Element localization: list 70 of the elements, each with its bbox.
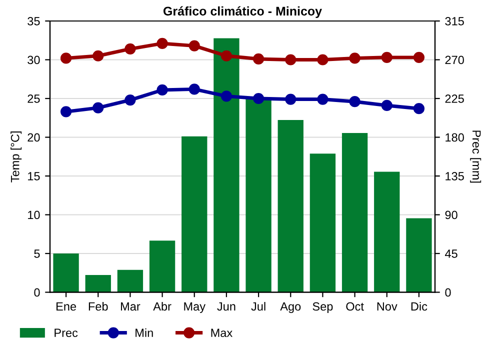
point [92, 50, 104, 62]
y2-tick-label: 225 [445, 94, 464, 103]
y2-tick-label: 135 [446, 172, 464, 180]
point [124, 43, 136, 54]
point [413, 103, 425, 114]
x-tick-label: Abr [153, 302, 172, 311]
bar [182, 136, 208, 292]
x-tick-label: Jun [217, 302, 236, 311]
bar [310, 154, 336, 292]
point [156, 38, 168, 50]
y-tick-label: 30 [28, 56, 40, 64]
y2-tick-label: 180 [446, 133, 464, 142]
legend-label: Prec [54, 328, 78, 338]
y-tick-label: 5 [34, 250, 40, 258]
point [60, 106, 72, 118]
point [252, 53, 264, 65]
point [285, 54, 296, 66]
x-tick-label: Sep [312, 302, 333, 313]
y-tick-label: 35 [28, 17, 40, 26]
x-tick-label: Oct [346, 302, 364, 311]
bar [374, 172, 400, 292]
point [220, 90, 232, 102]
bar [85, 275, 111, 292]
point [124, 94, 136, 106]
point [349, 52, 360, 64]
x-tick-label: Jul [251, 302, 266, 311]
bar [117, 270, 144, 292]
point [381, 100, 392, 112]
point [349, 96, 360, 108]
point [156, 84, 168, 96]
y2-tick-label: 315 [445, 17, 464, 26]
x-tick-label: Mar [121, 302, 140, 311]
y2-tick-label: 0 [445, 288, 451, 297]
bar [278, 120, 304, 292]
y-axis-title: Temp [°C] [10, 131, 22, 182]
point [413, 52, 425, 63]
bar [342, 132, 368, 292]
x-tick-label: Nov [377, 302, 398, 311]
y2-tick-label: 90 [445, 210, 458, 220]
y-tick-label: 20 [28, 133, 40, 142]
y2-tick-label: 270 [445, 56, 464, 64]
y-tick-label: 10 [28, 210, 40, 220]
x-tick-label: Feb [88, 302, 108, 311]
bar [214, 38, 240, 292]
point [317, 54, 328, 66]
point [317, 94, 328, 105]
point [188, 40, 200, 52]
bar [149, 240, 176, 292]
bar [406, 218, 432, 292]
point [285, 94, 296, 105]
point [92, 102, 104, 114]
y-tick-label: 15 [28, 172, 40, 180]
bar [53, 254, 79, 292]
point [381, 52, 392, 63]
legend-label: Min [136, 328, 153, 337]
x-tick-label: May [184, 302, 206, 313]
chart-title: Gráfico climático - Minicoy [163, 6, 322, 18]
point [60, 52, 72, 64]
x-tick-label: Ago [280, 302, 301, 313]
x-tick-label: Dic [411, 302, 428, 311]
x-tick-label: Ene [56, 302, 76, 311]
point [252, 92, 264, 104]
point [220, 50, 232, 62]
bar [246, 98, 272, 292]
y2-tick-label: 45 [444, 250, 458, 258]
y2-axis-title: Prec [mm] [470, 130, 482, 183]
legend-label: Max [211, 328, 232, 338]
y-tick-label: 25 [28, 94, 40, 103]
point [188, 84, 200, 95]
y-tick-label: 0 [34, 288, 40, 297]
